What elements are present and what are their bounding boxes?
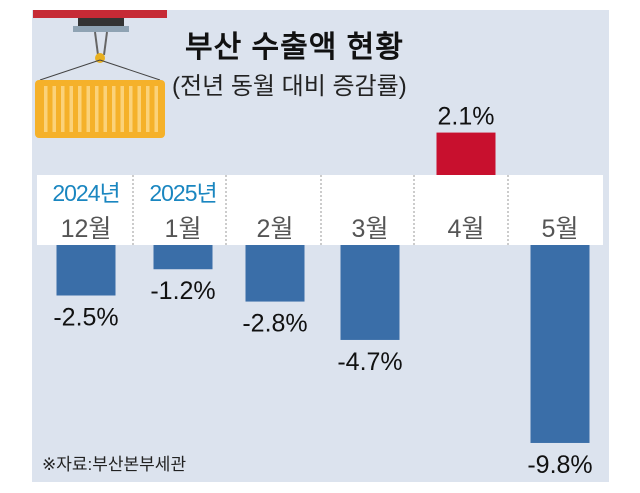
source-note: ※자료:부산본부세관	[42, 455, 187, 474]
category-label: 5월	[542, 215, 579, 243]
category-band	[37, 175, 603, 245]
year-label: 2024년	[52, 180, 119, 206]
bar-4월	[436, 132, 496, 175]
value-label: -2.8%	[242, 310, 307, 338]
value-label: -2.5%	[53, 304, 118, 332]
category-label: 12월	[61, 215, 112, 243]
bar-5월	[530, 245, 590, 443]
value-label: -1.2%	[150, 277, 215, 305]
bar-2월	[245, 245, 305, 302]
year-label: 2025년	[149, 180, 216, 206]
category-label: 1월	[165, 215, 202, 243]
category-label: 4월	[448, 215, 485, 243]
bar-12월	[56, 245, 116, 296]
chart-title: 부산 수출액 현황	[185, 31, 404, 64]
value-label: 2.1%	[438, 103, 495, 131]
bar-3월	[340, 245, 400, 340]
value-label: -4.7%	[337, 348, 402, 376]
category-label: 2월	[257, 215, 294, 243]
category-label: 3월	[352, 215, 389, 243]
value-label: -9.8%	[527, 451, 592, 479]
bar-1월	[153, 245, 213, 270]
chart-subtitle: (전년 동월 대비 증감률)	[172, 73, 407, 100]
